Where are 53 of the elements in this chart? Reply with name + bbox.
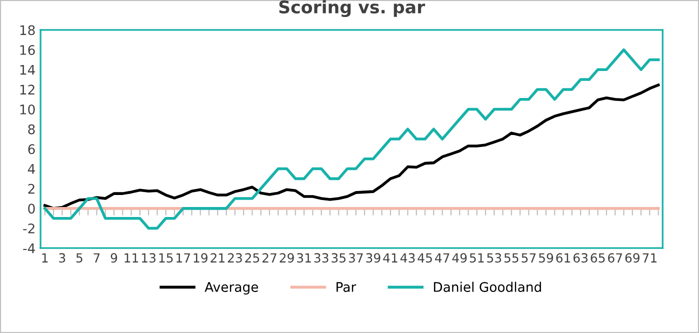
- legend-label: Daniel Goodland: [434, 282, 541, 292]
- y-tick-label: 18: [20, 25, 35, 36]
- x-tick-label: 37: [348, 253, 363, 263]
- x-tick-label: 3: [59, 253, 66, 263]
- y-tick-label: 2: [28, 184, 34, 194]
- y-tick-label: 0: [28, 204, 35, 214]
- x-tick-label: 17: [176, 253, 190, 262]
- x-tick-label: 21: [210, 253, 224, 262]
- x-tick-label: 9: [110, 253, 118, 263]
- legend-label: Par: [336, 282, 356, 292]
- x-tick-label: 11: [124, 253, 138, 262]
- y-tick-label: 6: [28, 144, 35, 154]
- x-tick-label: 23: [228, 253, 242, 263]
- x-tick-label: 19: [194, 253, 208, 263]
- x-tick-label: 47: [434, 253, 450, 262]
- x-tick-label: 71: [642, 253, 656, 262]
- x-tick-label: 69: [625, 253, 640, 263]
- x-tick-label: 67: [608, 253, 622, 263]
- x-tick-label: 65: [590, 253, 605, 263]
- x-tick-label: 63: [573, 253, 588, 263]
- chart-title: Scoring vs. par: [279, 0, 426, 18]
- x-tick-label: 53: [487, 253, 502, 263]
- x-tick-label: 49: [452, 253, 467, 263]
- x-tick-label: 35: [332, 253, 346, 263]
- x-tick-label: 39: [366, 253, 380, 263]
- x-tick-label: 43: [400, 253, 415, 263]
- x-tick-label: 27: [262, 253, 276, 262]
- x-tick-label: 57: [522, 253, 536, 263]
- y-tick-label: 4: [28, 164, 35, 174]
- y-tick-label: -4: [23, 243, 35, 254]
- y-tick-label: -2: [23, 223, 34, 234]
- y-tick-label: 12: [20, 84, 34, 94]
- x-tick-label: 51: [470, 253, 484, 263]
- y-tick-label: 10: [20, 104, 35, 114]
- x-tick-label: 45: [418, 253, 432, 263]
- x-tick-label: 25: [245, 253, 260, 263]
- legend-label: Average: [204, 282, 258, 295]
- x-tick-label: 33: [314, 253, 328, 263]
- line-series: [43, 84, 660, 210]
- y-tick-label: 14: [20, 65, 35, 75]
- x-tick-label: 41: [383, 253, 398, 262]
- y-tick-label: 16: [20, 45, 35, 55]
- x-tick-label: 13: [142, 253, 156, 263]
- x-tick-label: 61: [556, 253, 570, 263]
- x-tick-label: 59: [539, 253, 554, 263]
- x-tick-label: 55: [504, 253, 518, 263]
- x-tick-label: 5: [76, 253, 82, 263]
- x-tick-label: 29: [280, 253, 294, 263]
- y-tick-label: 8: [28, 124, 35, 134]
- x-tick-label: 31: [297, 253, 311, 263]
- x-tick-label: 7: [94, 253, 100, 262]
- x-tick-label: 15: [159, 253, 173, 263]
- x-tick-label: 1: [42, 253, 48, 262]
